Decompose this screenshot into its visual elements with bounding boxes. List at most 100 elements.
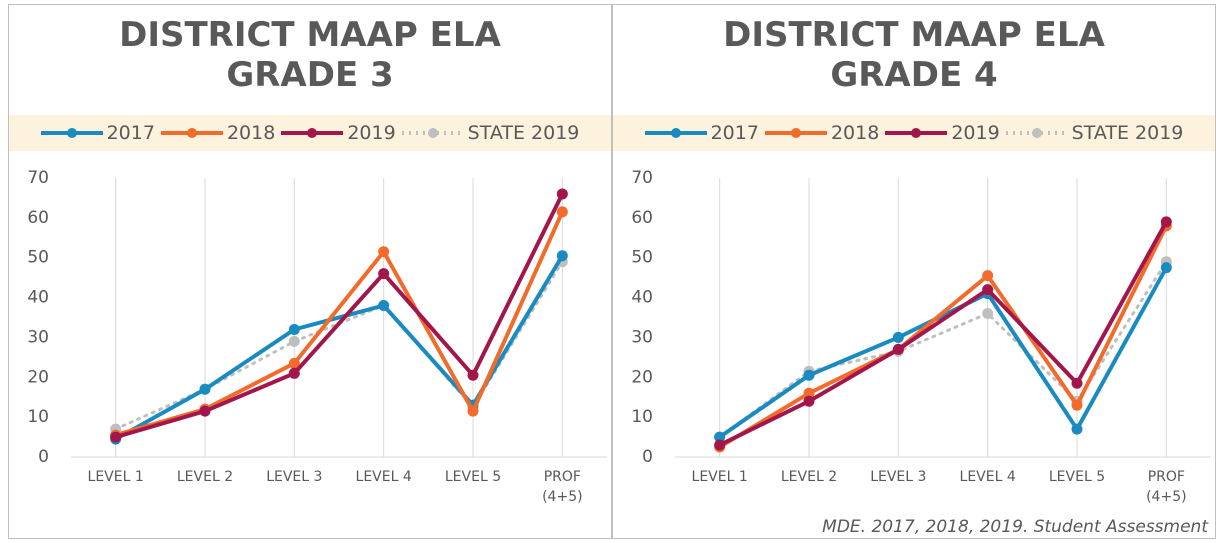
y-tick-label: 10 [27, 407, 49, 427]
legend-swatch [160, 128, 223, 138]
legend-label: 2017 [106, 122, 155, 144]
legend-swatch [40, 128, 103, 138]
series-line [717, 223, 1169, 450]
data-point [982, 284, 994, 296]
series-line [717, 219, 1169, 448]
chart-panel: DISTRICT MAAP ELA GRADE 4 2017 2018 2019 STA… [612, 4, 1216, 539]
chart-title: DISTRICT MAAP ELA GRADE 4 [723, 15, 1105, 95]
y-tick-label: 60 [27, 208, 49, 228]
y-tick-label: 0 [642, 447, 653, 467]
legend-label: STATE 2019 [1071, 122, 1184, 144]
x-tick-label: LEVEL 2 [176, 469, 234, 485]
data-point [378, 268, 390, 280]
legend-label: 2019 [347, 122, 396, 144]
data-point [1160, 262, 1172, 274]
legend-marker [1031, 128, 1042, 138]
data-point [1160, 216, 1172, 228]
legend-swatch [401, 128, 464, 138]
legend: 2017 2018 2019 STATE 2019 [9, 115, 611, 151]
y-tick-label: 30 [27, 327, 49, 347]
data-point [803, 395, 815, 407]
plot: 0 10 20 30 40 50 60 70 [631, 168, 1211, 467]
data-point [803, 369, 815, 381]
y-tick-label: 70 [631, 168, 653, 188]
chart-title: DISTRICT MAAP ELA GRADE 3 [119, 15, 501, 95]
legend-swatch [644, 128, 707, 138]
y-tick-label: 40 [631, 288, 653, 308]
y-tick-label: 30 [631, 327, 653, 347]
data-point [1071, 377, 1083, 389]
legend-marker [911, 128, 922, 138]
data-point [1071, 399, 1083, 411]
y-tick-label: 60 [631, 208, 653, 228]
data-point [288, 323, 300, 335]
x-tick-label: LEVEL 5 [444, 469, 502, 485]
plot: 0 10 20 30 40 50 60 70 [27, 168, 607, 467]
legend-item: 2017 [644, 122, 759, 144]
data-point [714, 431, 726, 443]
data-point [199, 383, 211, 395]
legend-item: 2019 [281, 122, 396, 144]
legend-label: 2018 [830, 122, 880, 144]
legend-item: 2019 [885, 122, 1000, 144]
legend: 2017 2018 2019 STATE 2019 [613, 115, 1215, 151]
y-tick-label: 70 [27, 168, 49, 188]
data-point [982, 308, 994, 320]
series-line [113, 191, 565, 440]
y-tick-label: 10 [631, 407, 653, 427]
x-tick-label: LEVEL 4 [959, 469, 1016, 485]
data-point [803, 387, 815, 399]
x-tick-label: PROF (4+5) [542, 469, 583, 505]
data-point [556, 206, 568, 218]
x-tick-label: LEVEL 3 [870, 469, 927, 485]
legend-swatch [885, 128, 948, 138]
legend-marker [307, 128, 318, 138]
legend-marker [670, 128, 681, 138]
data-point [467, 405, 479, 417]
legend-item: 2018 [160, 122, 276, 144]
x-tick-label: PROF (4+5) [1146, 469, 1187, 505]
legend-marker [66, 128, 77, 138]
legend-marker [427, 128, 438, 138]
legend-swatch [281, 128, 344, 138]
legend-marker [790, 128, 801, 138]
data-point [288, 335, 300, 347]
legend-swatch [1005, 128, 1068, 138]
data-point [288, 357, 300, 369]
data-point [110, 431, 122, 443]
data-point [714, 439, 726, 451]
series-line [114, 260, 564, 431]
data-point [378, 300, 390, 312]
y-tick-label: 40 [27, 288, 49, 308]
x-tick-label: LEVEL 1 [691, 469, 748, 485]
legend-item: STATE 2019 [401, 122, 580, 144]
series-line [717, 265, 1169, 440]
x-tick-label: LEVEL 5 [1048, 469, 1106, 485]
legend-label: STATE 2019 [467, 122, 580, 144]
x-tick-label: LEVEL 2 [780, 469, 838, 485]
series-line [718, 260, 1168, 439]
x-tick-label: LEVEL 4 [355, 469, 412, 485]
data-point [288, 367, 300, 379]
data-point [199, 405, 211, 417]
legend-item: 2017 [40, 122, 155, 144]
data-point [982, 270, 994, 282]
data-point [1071, 423, 1083, 435]
data-point [378, 246, 390, 258]
y-tick-label: 20 [27, 367, 49, 387]
chart-panel: DISTRICT MAAP ELA GRADE 3 2017 2018 2019 STA… [8, 4, 612, 539]
legend-label: 2019 [951, 122, 1000, 144]
legend-item: STATE 2019 [1005, 122, 1184, 144]
legend-label: 2018 [226, 122, 276, 144]
y-tick-label: 50 [27, 248, 49, 268]
x-tick-label: LEVEL 1 [87, 469, 144, 485]
y-tick-label: 20 [631, 367, 653, 387]
data-point [892, 343, 904, 355]
data-point [556, 250, 568, 262]
y-tick-label: 50 [631, 248, 653, 268]
data-point [892, 331, 904, 343]
data-point [467, 369, 479, 381]
legend-swatch [764, 128, 827, 138]
legend-item: 2018 [764, 122, 880, 144]
